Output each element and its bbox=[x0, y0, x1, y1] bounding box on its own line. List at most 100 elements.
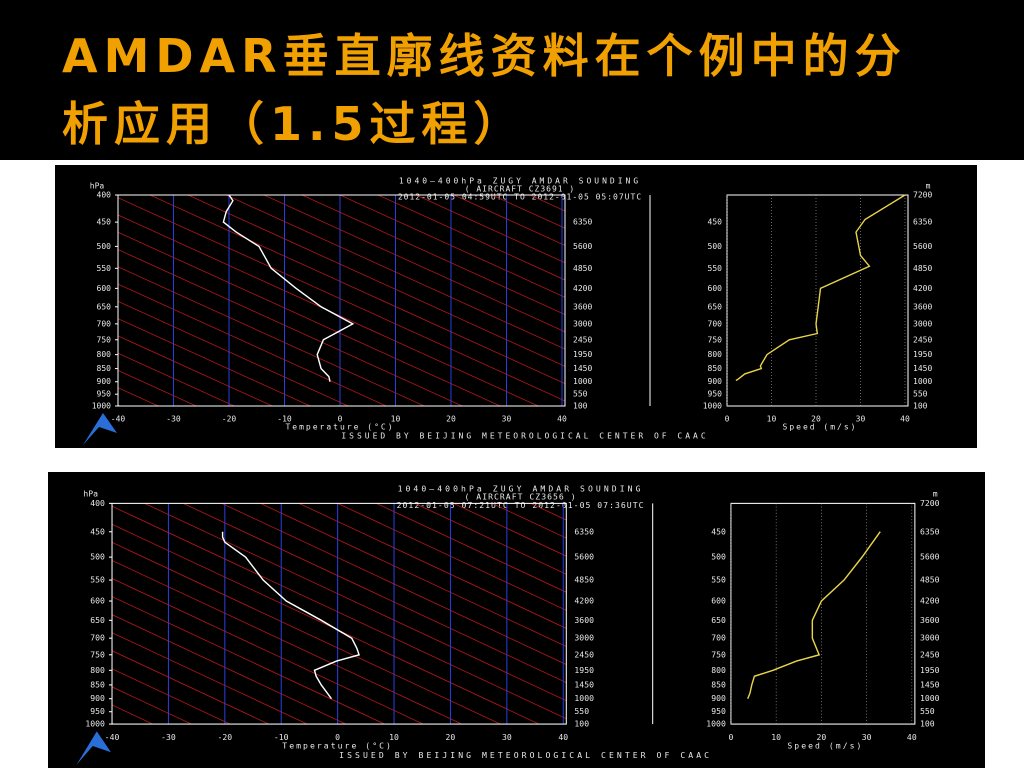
y-tick-label: 550 bbox=[97, 264, 112, 273]
isotherm-skew bbox=[118, 404, 121, 406]
isotherm-skew bbox=[48, 503, 76, 724]
y2-unit: m bbox=[933, 488, 938, 498]
isotherm-skew bbox=[118, 249, 463, 406]
y-tick-label: 750 bbox=[90, 649, 105, 659]
temperature-profile bbox=[221, 531, 361, 700]
height-label: 4200 bbox=[913, 284, 932, 293]
isotherm-skew bbox=[260, 503, 567, 647]
sounding-chart: 1040—400hPa ZUGY AMDAR SOUNDING( AIRCRAF… bbox=[55, 165, 977, 448]
y-tick-label: 900 bbox=[90, 693, 105, 703]
slide-title: AMDAR垂直廓线资料在个例中的分 bbox=[62, 29, 907, 83]
wind-height-label: 100 bbox=[573, 402, 588, 411]
isotherm-skew bbox=[529, 195, 565, 212]
speed-tick-label: 10 bbox=[767, 415, 777, 424]
speed-y-tick-label: 600 bbox=[708, 284, 723, 293]
y-tick-label: 800 bbox=[97, 350, 112, 359]
slide-title: 析应用（1.5过程） bbox=[62, 97, 526, 151]
speed-tick-label: 30 bbox=[856, 415, 866, 424]
x-tick-label: -20 bbox=[222, 415, 237, 424]
isotherm-skew bbox=[118, 300, 349, 406]
x-tick-label: 0 bbox=[338, 415, 343, 424]
speed-y-tick-label: 550 bbox=[711, 575, 726, 585]
time-range: 2012-01-05 04:59UTC TO 2012-01-05 05:07U… bbox=[398, 193, 642, 202]
speed-y-tick-label: 750 bbox=[708, 335, 723, 344]
wind-height-label: 5600 bbox=[574, 552, 594, 562]
isotherm-skew bbox=[453, 195, 565, 246]
y-tick-label: 700 bbox=[90, 633, 105, 643]
isotherm-skew bbox=[112, 578, 424, 725]
x-tick-label: 10 bbox=[389, 732, 399, 742]
wind-height-label: 4200 bbox=[574, 595, 594, 605]
isotherm-skew bbox=[530, 503, 567, 521]
footer: ISSUED BY BEIJING METEOROLOGICAL CENTER … bbox=[339, 750, 712, 760]
wind-height-label: 4850 bbox=[573, 264, 592, 273]
isotherm-skew bbox=[55, 195, 82, 406]
y-tick-label: 1000 bbox=[85, 718, 105, 728]
height-label: 4850 bbox=[913, 264, 932, 273]
chart-title: 1040—400hPa ZUGY AMDAR SOUNDING bbox=[399, 177, 641, 186]
x-tick-label: -10 bbox=[274, 732, 289, 742]
x-tick-label: 30 bbox=[502, 415, 512, 424]
y-tick-label: 750 bbox=[97, 335, 112, 344]
y-tick-label: 850 bbox=[97, 364, 112, 373]
wind-height-label: 4200 bbox=[573, 284, 592, 293]
y-tick-label: 600 bbox=[90, 595, 105, 605]
x-axis-label: Temperature (°C) bbox=[282, 740, 393, 750]
isotherm-skew bbox=[301, 195, 565, 315]
isotherm-skew bbox=[112, 559, 462, 725]
wind-height-label: 3000 bbox=[573, 319, 592, 328]
wind-height-label: 1000 bbox=[574, 693, 594, 703]
y-tick-label: 400 bbox=[90, 498, 105, 508]
isotherm-skew bbox=[606, 195, 977, 406]
y-tick-label: 600 bbox=[97, 284, 112, 293]
wind-height-label: 2450 bbox=[573, 335, 592, 344]
x-tick-label: -20 bbox=[218, 732, 233, 742]
y2-unit: m bbox=[926, 182, 931, 191]
height-label: 1000 bbox=[913, 377, 932, 386]
y-unit: hPa bbox=[90, 182, 105, 191]
sounding-chart: 1040—400hPa ZUGY AMDAR SOUNDING( AIRCRAF… bbox=[48, 472, 985, 768]
speed-y-tick-label: 650 bbox=[711, 615, 726, 625]
wind-height-label: 1450 bbox=[574, 679, 594, 689]
plot-frame bbox=[111, 502, 567, 725]
height-label: 1000 bbox=[920, 693, 940, 703]
speed-tick-label: 0 bbox=[728, 732, 733, 742]
footer: ISSUED BY BEIJING METEOROLOGICAL CENTER … bbox=[341, 432, 708, 441]
speed-y-tick-label: 700 bbox=[708, 319, 723, 328]
height-label: 3600 bbox=[920, 615, 940, 625]
x-tick-label: -40 bbox=[111, 415, 126, 424]
isotherm-skew bbox=[118, 318, 311, 406]
height-label: 7200 bbox=[913, 191, 932, 200]
y-tick-label: 400 bbox=[97, 191, 112, 200]
x-tick-label: 40 bbox=[557, 415, 567, 424]
isotherm-skew bbox=[298, 503, 567, 629]
x-tick-label: 30 bbox=[502, 732, 512, 742]
isotherm-skew bbox=[118, 266, 425, 406]
x-tick-label: 20 bbox=[446, 415, 456, 424]
speed-y-tick-label: 750 bbox=[711, 649, 726, 659]
y-tick-label: 850 bbox=[90, 679, 105, 689]
speed-y-tick-label: 650 bbox=[708, 302, 723, 311]
speed-axis-label: Speed (m/s) bbox=[783, 423, 858, 432]
height-label: 6350 bbox=[913, 218, 932, 227]
height-label: 2450 bbox=[913, 335, 932, 344]
speed-y-tick-label: 1000 bbox=[703, 402, 722, 411]
wind-height-label: 550 bbox=[574, 706, 589, 716]
speed-y-tick-label: 700 bbox=[711, 633, 726, 643]
isotherm-skew bbox=[112, 668, 231, 725]
logo bbox=[83, 413, 117, 445]
speed-profile bbox=[735, 194, 906, 382]
speed-tick-label: 20 bbox=[816, 732, 826, 742]
height-label: 1950 bbox=[913, 350, 932, 359]
isotherm-skew bbox=[221, 503, 567, 666]
wind-height-label: 3600 bbox=[574, 615, 594, 625]
x-tick-label: -30 bbox=[166, 415, 181, 424]
x-tick-label: -10 bbox=[277, 415, 292, 424]
y-tick-label: 800 bbox=[90, 665, 105, 675]
wind-height-label: 5600 bbox=[573, 242, 592, 251]
wind-height-label: 3000 bbox=[574, 633, 594, 643]
height-label: 100 bbox=[913, 402, 928, 411]
height-label: 3000 bbox=[920, 633, 940, 643]
chart-subtitle: ( AIRCRAFT CZ3656 ) bbox=[464, 492, 576, 502]
isotherm-skew bbox=[112, 614, 347, 725]
